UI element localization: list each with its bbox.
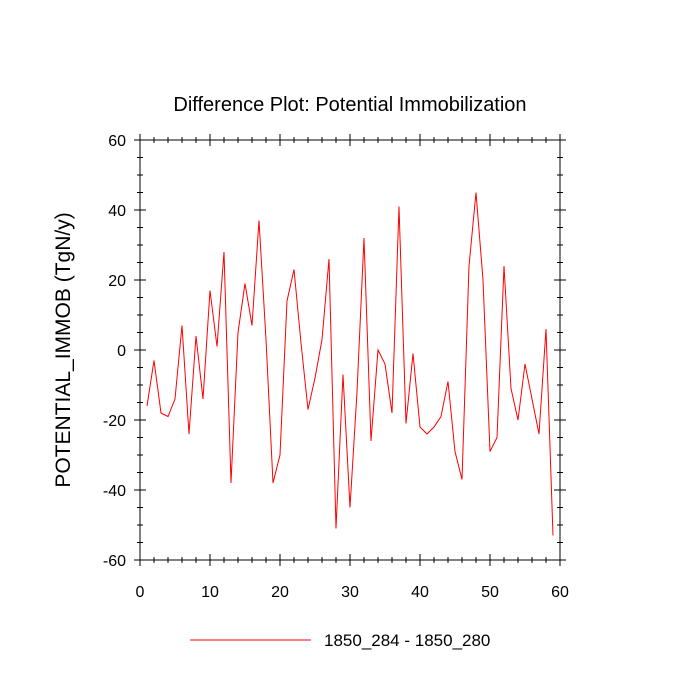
legend: 1850_284 - 1850_280 <box>190 631 490 650</box>
data-point <box>503 265 504 266</box>
legend-label: 1850_284 - 1850_280 <box>324 631 490 650</box>
data-point <box>356 391 357 392</box>
data-point <box>468 265 469 266</box>
data-point <box>153 360 154 361</box>
data-point <box>447 381 448 382</box>
data-point <box>244 283 245 284</box>
data-point <box>265 339 266 340</box>
data-point <box>391 412 392 413</box>
data-point <box>461 479 462 480</box>
x-tick-label: 30 <box>341 584 359 601</box>
y-axis-ticks <box>134 139 566 561</box>
data-point <box>412 353 413 354</box>
data-point <box>251 325 252 326</box>
data-point <box>307 409 308 410</box>
data-point <box>440 416 441 417</box>
y-tick-label: 0 <box>117 343 126 360</box>
data-point <box>342 374 343 375</box>
data-point <box>384 363 385 364</box>
data-point <box>160 412 161 413</box>
data-point <box>398 206 399 207</box>
data-point <box>489 451 490 452</box>
data-point <box>188 433 189 434</box>
data-point <box>328 258 329 259</box>
y-tick-label: -60 <box>103 553 126 570</box>
data-point <box>230 482 231 483</box>
data-point <box>195 335 196 336</box>
data-point <box>293 269 294 270</box>
data-point <box>419 426 420 427</box>
x-tick-label: 0 <box>136 584 145 601</box>
y-axis-label: POTENTIAL_IMMOB (TgN/y) <box>52 212 75 487</box>
data-point <box>377 349 378 350</box>
data-point <box>524 363 525 364</box>
data-point <box>510 388 511 389</box>
data-point <box>300 342 301 343</box>
data-point <box>538 433 539 434</box>
y-tick-label: -40 <box>103 483 126 500</box>
x-tick-label: 40 <box>411 584 429 601</box>
data-point <box>272 482 273 483</box>
y-tick-label: 20 <box>108 273 126 290</box>
data-point <box>146 405 147 406</box>
data-point <box>174 398 175 399</box>
data-point <box>517 419 518 420</box>
data-point <box>167 416 168 417</box>
y-tick-label: 60 <box>108 133 126 150</box>
data-point <box>370 440 371 441</box>
data-point <box>279 454 280 455</box>
data-point <box>335 528 336 529</box>
data-point <box>181 325 182 326</box>
data-point <box>258 220 259 221</box>
data-point <box>475 192 476 193</box>
x-tick-label: 10 <box>201 584 219 601</box>
data-point <box>433 426 434 427</box>
data-point <box>286 300 287 301</box>
data-point <box>321 339 322 340</box>
data-point <box>363 237 364 238</box>
data-point <box>202 398 203 399</box>
data-point <box>209 290 210 291</box>
data-point <box>405 423 406 424</box>
data-point <box>237 332 238 333</box>
chart-title: Difference Plot: Potential Immobilizatio… <box>173 94 526 116</box>
data-point <box>426 433 427 434</box>
data-point <box>545 328 546 329</box>
data-point <box>454 451 455 452</box>
plot-frame <box>139 139 561 561</box>
series-points <box>146 192 553 536</box>
x-tick-label: 50 <box>481 584 499 601</box>
data-point <box>552 535 553 536</box>
y-tick-label: 40 <box>108 203 126 220</box>
series-line <box>146 192 554 536</box>
data-point <box>223 251 224 252</box>
x-axis-tick-labels: 0 10 20 30 40 50 60 <box>136 584 569 601</box>
data-point <box>349 507 350 508</box>
x-tick-label: 20 <box>271 584 289 601</box>
data-point <box>531 398 532 399</box>
x-tick-label: 60 <box>551 584 569 601</box>
data-point <box>496 437 497 438</box>
data-point <box>216 346 217 347</box>
data-point <box>314 377 315 378</box>
data-point <box>482 279 483 280</box>
x-axis-ticks <box>139 134 561 566</box>
y-tick-label: -20 <box>103 413 126 430</box>
y-axis-tick-labels: -60 -40 -20 0 20 40 60 <box>103 133 126 570</box>
